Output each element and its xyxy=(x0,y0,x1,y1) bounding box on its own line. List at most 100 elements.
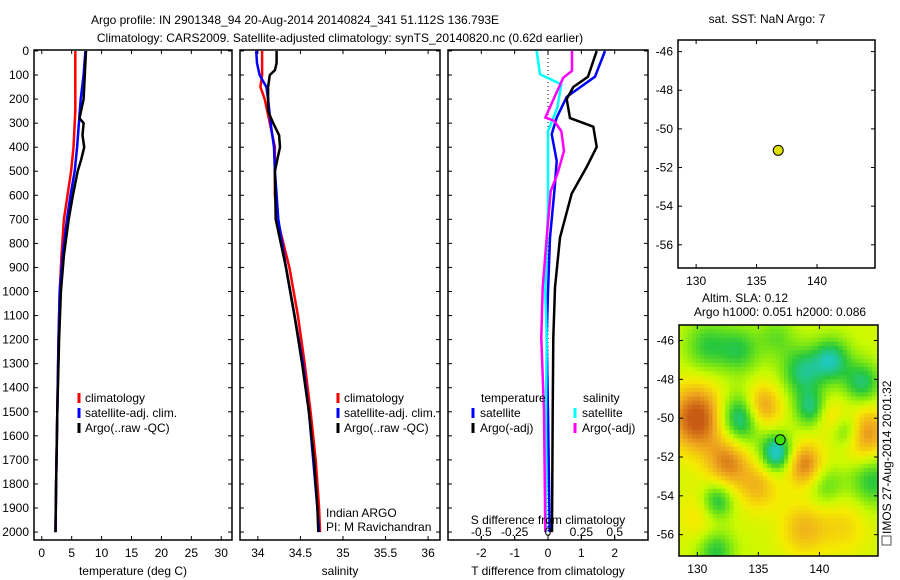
sla-heatmap-cell xyxy=(767,518,772,523)
sla-heatmap-cell xyxy=(708,417,713,422)
sla-heatmap-cell xyxy=(876,379,878,385)
sla-heatmap-cell xyxy=(750,421,755,427)
sla-heatmap-cell xyxy=(872,417,877,422)
sla-heatmap-cell xyxy=(834,530,839,536)
sla-heatmap-cell xyxy=(821,409,827,414)
sla-heatmap-cell xyxy=(750,522,755,527)
sla-heatmap-cell xyxy=(842,547,848,553)
sla-heatmap-cell xyxy=(826,430,831,435)
sla-heatmap-cell xyxy=(863,455,869,460)
sla-heatmap-cell xyxy=(708,367,713,372)
sla-heatmap-cell xyxy=(826,371,831,376)
sla-heatmap-cell xyxy=(813,392,818,397)
sla-heatmap-cell xyxy=(792,413,797,418)
sla-heatmap-cell xyxy=(821,392,827,397)
y-tick-label: -56 xyxy=(656,238,674,252)
sla-heatmap-cell xyxy=(700,530,705,536)
sla-heatmap-cell xyxy=(813,455,818,460)
sla-heatmap-cell xyxy=(834,547,839,553)
sla-heatmap-cell xyxy=(742,514,747,519)
sla-heatmap-cell xyxy=(788,484,793,490)
sla-heatmap-cell xyxy=(842,383,848,389)
sla-heatmap-cell xyxy=(863,547,869,553)
sla-heatmap-cell xyxy=(733,467,739,473)
sla-heatmap-cell xyxy=(712,459,718,464)
sla-heatmap-cell xyxy=(830,346,835,351)
sla-heatmap-cell xyxy=(859,488,865,494)
sla-heatmap-cell xyxy=(855,396,860,401)
sla-heatmap-cell xyxy=(876,459,878,464)
sla-heatmap-cell xyxy=(716,409,722,414)
sla-heatmap-cell xyxy=(725,400,730,406)
sla-heatmap-cell xyxy=(834,367,839,372)
sla-heatmap-cell xyxy=(750,530,755,536)
sla-heatmap-cell xyxy=(679,446,684,452)
sla-heatmap-cell xyxy=(859,358,865,364)
sla-heatmap-cell xyxy=(746,362,751,368)
sla-heatmap-cell xyxy=(716,488,722,494)
sla-heatmap-cell xyxy=(842,371,848,376)
sla-heatmap-cell xyxy=(716,421,722,427)
sla-heatmap-cell xyxy=(758,455,764,460)
sla-heatmap-cell xyxy=(683,501,688,506)
sla-heatmap-cell xyxy=(813,404,818,410)
sla-heatmap-cell xyxy=(695,346,701,351)
sla-heatmap-cell xyxy=(775,362,781,368)
sla-heatmap-cell xyxy=(700,346,705,351)
x-tick-label: 140 xyxy=(809,562,829,576)
sla-heatmap-cell xyxy=(679,484,684,490)
sla-heatmap-cell xyxy=(746,383,751,389)
x-tick-label: 35.5 xyxy=(374,546,398,560)
sla-heatmap-cell xyxy=(742,346,747,351)
y-tick-label: -50 xyxy=(656,122,674,136)
sla-heatmap-cell xyxy=(826,459,831,464)
sla-heatmap-cell xyxy=(796,522,802,527)
sla-heatmap-cell xyxy=(742,388,747,393)
sla-heatmap-cell xyxy=(800,438,806,443)
sla-heatmap-cell xyxy=(763,400,768,406)
sla-heatmap-cell xyxy=(863,451,869,456)
sla-heatmap-cell xyxy=(704,325,709,330)
sla-heatmap-cell xyxy=(725,383,730,389)
sla-heatmap-cell xyxy=(708,463,713,469)
sla-heatmap-cell xyxy=(746,350,751,355)
sla-heatmap-cell xyxy=(809,362,814,368)
y-tick-label: -48 xyxy=(657,372,675,386)
sla-heatmap-cell xyxy=(763,337,768,343)
sla-heatmap-cell xyxy=(868,455,873,460)
sla-heatmap-cell xyxy=(805,434,810,439)
sla-heatmap-cell xyxy=(842,484,848,490)
sla-heatmap-cell xyxy=(859,417,865,422)
sla-heatmap-cell xyxy=(679,337,684,343)
sla-heatmap-cell xyxy=(868,463,873,469)
sla-heatmap-cell xyxy=(809,325,814,330)
sla-heatmap-cell xyxy=(817,383,823,389)
sla-heatmap-cell xyxy=(821,535,827,540)
sla-heatmap-cell xyxy=(872,446,877,452)
sla-heatmap-cell xyxy=(704,480,709,485)
sla-heatmap-cell xyxy=(683,325,688,330)
sla-heatmap-cell xyxy=(800,367,806,372)
sla-heatmap-cell xyxy=(716,354,722,359)
annotation-indian-argo: Indian ARGO xyxy=(326,506,397,520)
sla-heatmap-cell xyxy=(779,514,785,519)
sla-heatmap-cell xyxy=(863,484,869,490)
sla-heatmap-cell xyxy=(792,392,797,397)
sla-heatmap-cell xyxy=(687,409,692,414)
sla-heatmap-cell xyxy=(729,459,734,464)
sla-heatmap-cell xyxy=(830,383,835,389)
x-tick-label: 34.5 xyxy=(289,546,313,560)
sla-heatmap-cell xyxy=(842,480,848,485)
sla-heatmap-cell xyxy=(830,501,835,506)
sla-heatmap-cell xyxy=(733,442,739,448)
sla-heatmap-cell xyxy=(859,333,865,338)
sla-heatmap-cell xyxy=(750,543,755,548)
sla-heatmap-cell xyxy=(876,333,878,338)
sla-heatmap-cell xyxy=(775,383,781,389)
sla-heatmap-cell xyxy=(838,430,844,435)
y-tick-label: 1100 xyxy=(3,309,29,323)
sla-heatmap-cell xyxy=(716,459,722,464)
sla-heatmap-cell xyxy=(779,463,785,469)
sla-heatmap-cell xyxy=(859,497,865,502)
sla-heatmap-cell xyxy=(746,530,751,536)
